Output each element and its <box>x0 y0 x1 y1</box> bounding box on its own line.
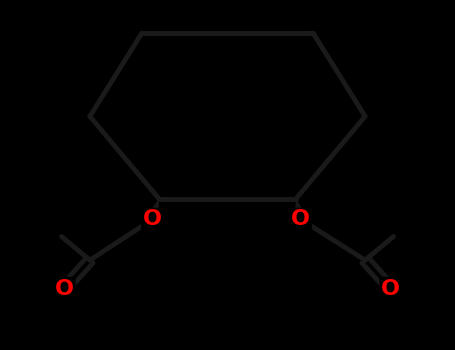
Text: O: O <box>143 209 162 230</box>
Text: O: O <box>381 279 400 299</box>
Text: O: O <box>291 209 310 230</box>
Text: O: O <box>55 279 74 299</box>
